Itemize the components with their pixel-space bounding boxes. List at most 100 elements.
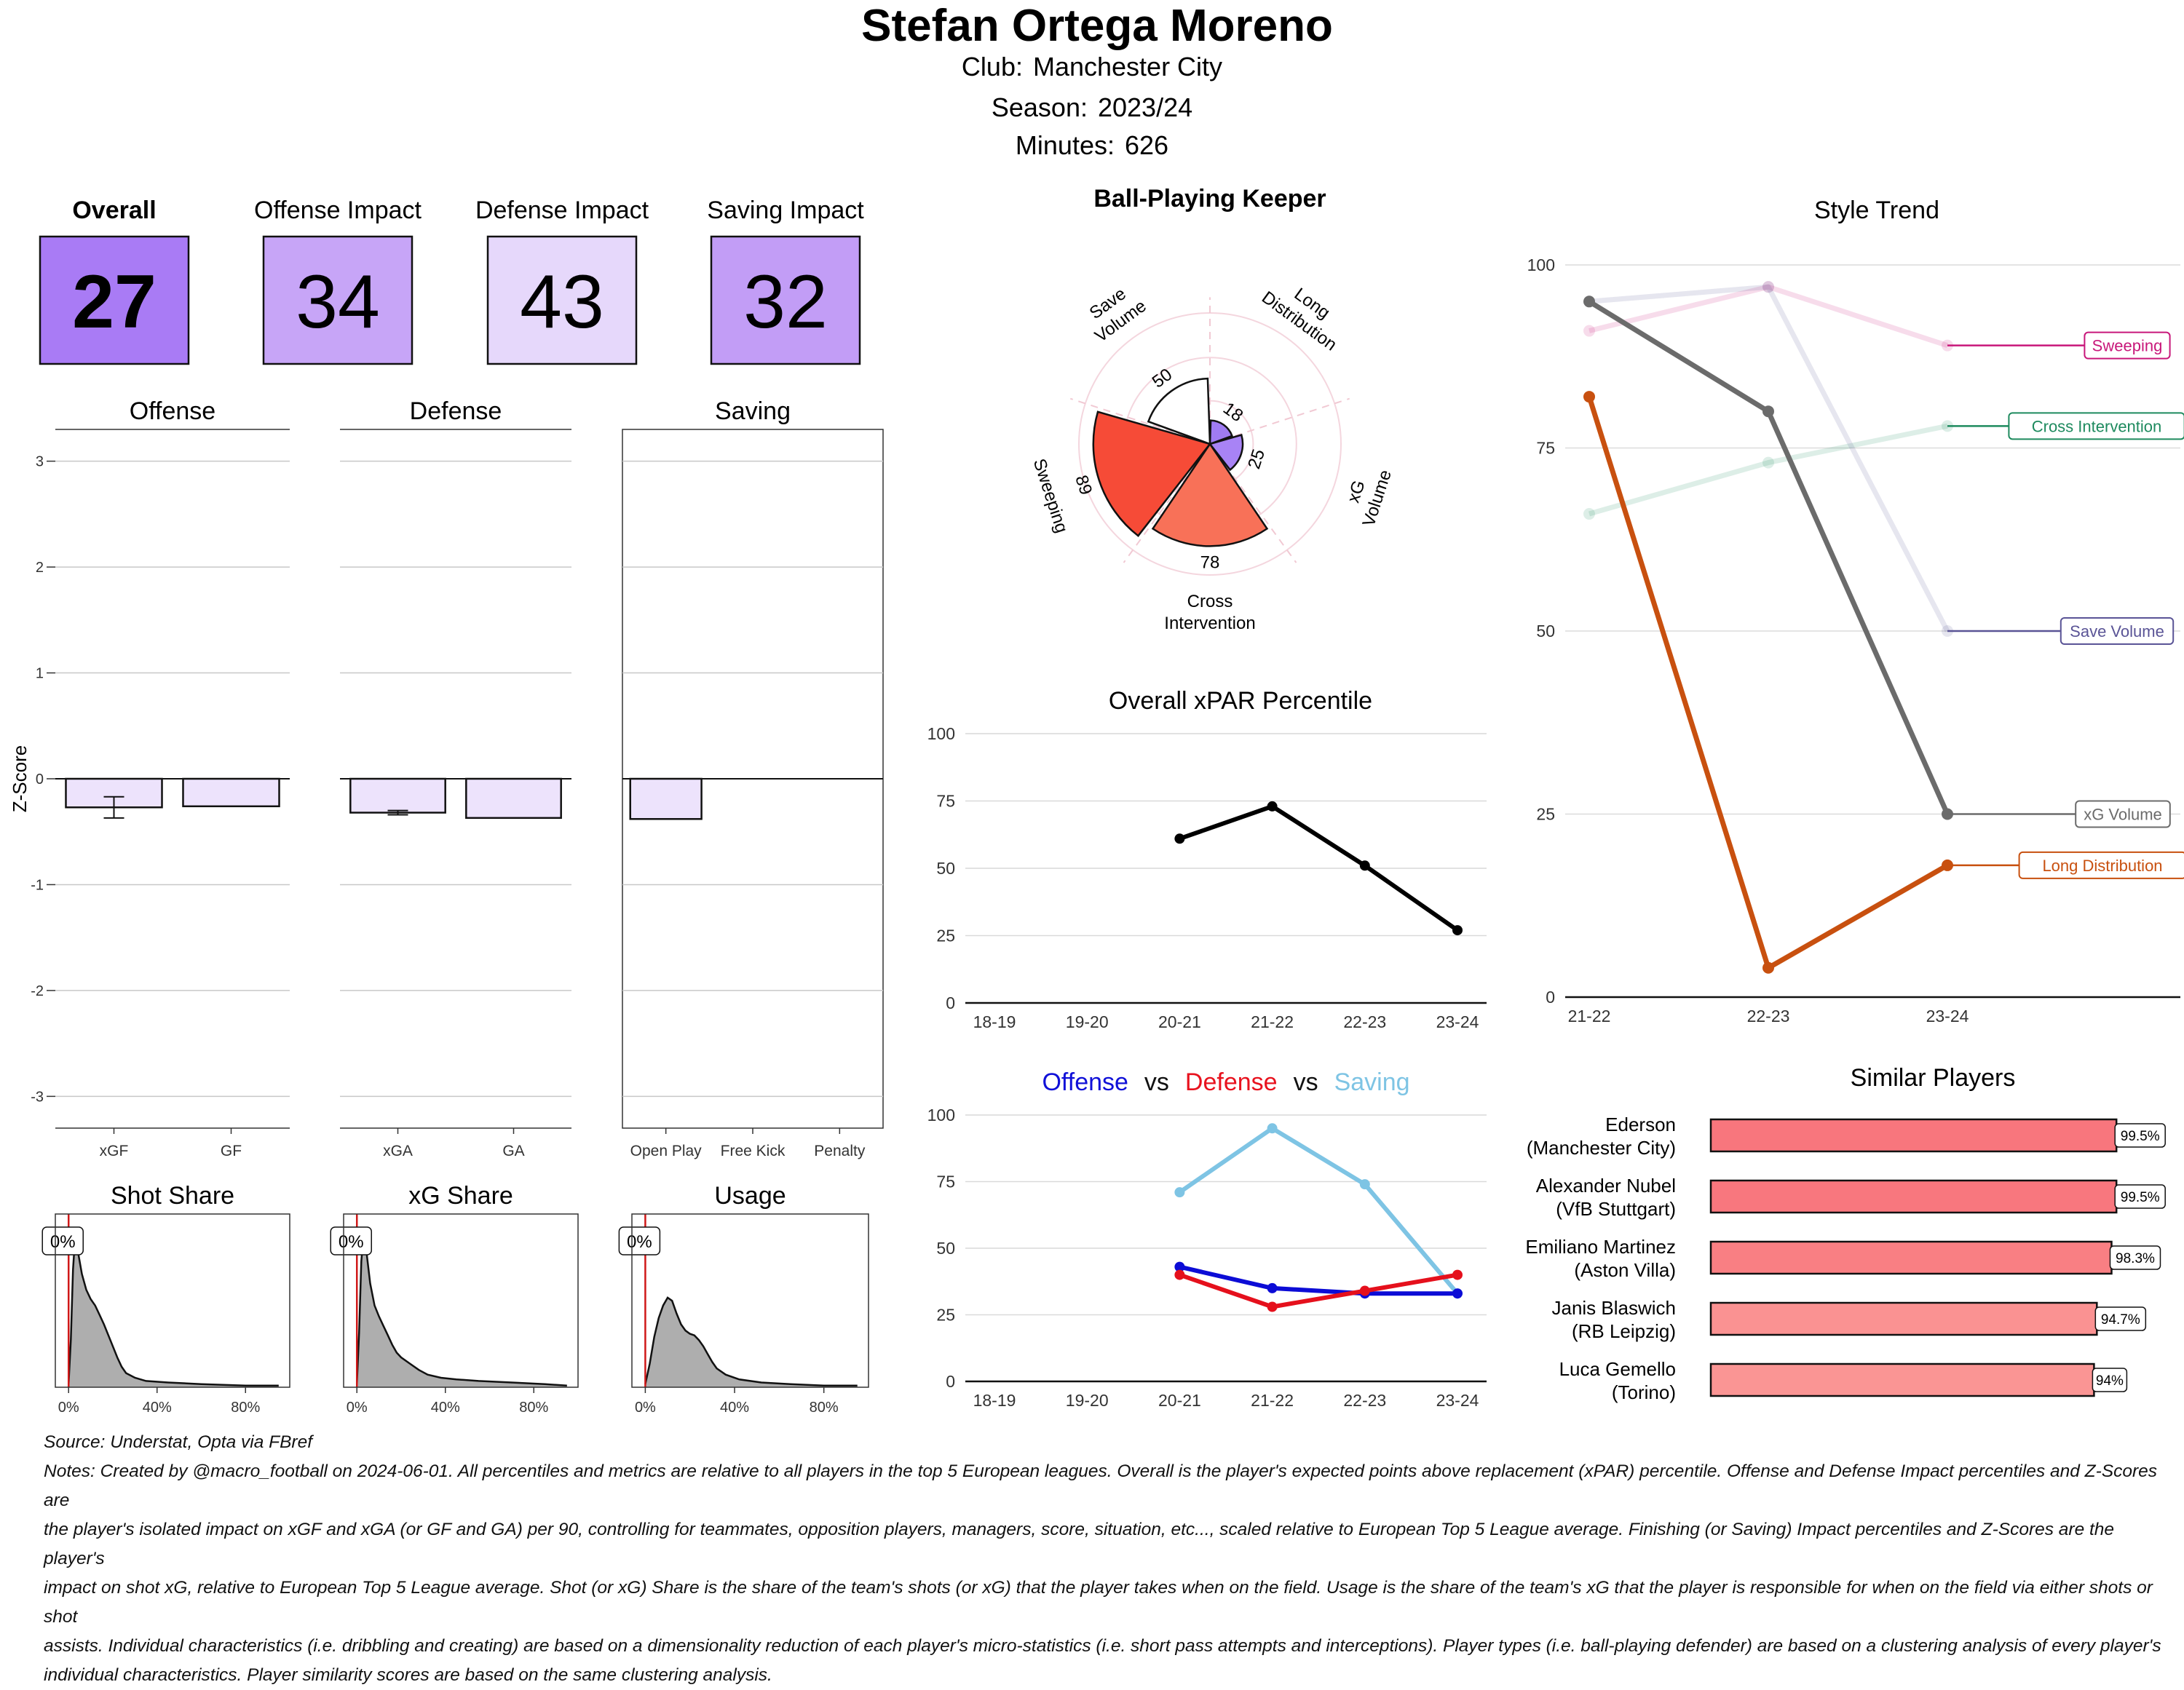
zscore-bar-ga	[465, 777, 562, 820]
similar-player-name: Alexander Nubel	[1536, 1175, 1676, 1197]
notes-line-2: the player's isolated impact on xGF and …	[44, 1520, 2115, 1568]
player-value-label: 0%	[50, 1232, 76, 1252]
xtick: 22-23	[1343, 1012, 1386, 1031]
trend-point	[1583, 391, 1595, 403]
zscore-ylabel: Z-Score	[9, 745, 31, 812]
minutes-value: 626	[1125, 130, 1168, 160]
similar-value-box	[2109, 1245, 2161, 1270]
club-line: Club: Manchester City	[962, 52, 1222, 82]
impact-tiles: Overall 27 Offense Impact 34 Defense Impact 4…	[39, 197, 864, 365]
zscore-ytick: 3	[36, 454, 44, 470]
tile-label: Defense Impact	[475, 197, 649, 224]
similar-player-name: Ederson	[1605, 1114, 1676, 1135]
series-point	[1174, 1261, 1185, 1272]
radar-spoke	[1209, 397, 1350, 445]
trend-label: Save Volume	[2070, 622, 2164, 640]
series-point	[1174, 1187, 1185, 1198]
title-part-saving: Saving	[1334, 1068, 1410, 1096]
dist-panel-frame	[55, 1213, 290, 1388]
similar-bar	[1709, 1240, 2113, 1275]
zscore-xtick: Free Kick	[721, 1143, 786, 1159]
similar-player-name: Luca Gemello	[1559, 1358, 1676, 1380]
tile-value: 34	[296, 260, 380, 344]
ytick: 75	[936, 1173, 955, 1191]
trend-title: Style Trend	[1814, 197, 1939, 224]
series-point	[1359, 860, 1370, 871]
trend-point	[1762, 281, 1774, 293]
radar-axis-label: Sweeping	[1029, 456, 1072, 536]
series-point	[1267, 801, 1278, 812]
density-area	[357, 1234, 567, 1387]
xpar-percentile-chart: Overall xPAR Percentile 100 75 50 25 0 18-19 19…	[927, 687, 1487, 1031]
dist-xtick: 80%	[231, 1400, 260, 1416]
zscore-bar-gf	[182, 777, 280, 808]
trend-line-save-volume	[1588, 284, 1950, 632]
line-chart-title: Overall xPAR Percentile	[1109, 687, 1372, 715]
ytick: 75	[936, 792, 955, 811]
series-point	[1174, 833, 1185, 844]
radar-value-label: 89	[1071, 473, 1096, 498]
title-part-vs: vs	[1144, 1068, 1169, 1096]
dist-xtick: 80%	[810, 1400, 839, 1416]
tile-label: Offense Impact	[254, 197, 422, 224]
similar-value-label: 99.5%	[2121, 1190, 2160, 1205]
title-part-offense: Offense	[1042, 1068, 1128, 1096]
radar-slice-long-distribution	[1208, 419, 1234, 445]
dist-xtick: 40%	[720, 1400, 749, 1416]
zscore-ytick: -3	[31, 1089, 44, 1105]
trend-line-sweeping	[1588, 284, 1949, 349]
ytick: 50	[936, 859, 955, 878]
series-point	[1452, 925, 1463, 936]
tile-box	[486, 235, 638, 365]
xtick: 23-24	[1436, 1012, 1479, 1031]
similar-value-box	[2094, 1306, 2147, 1331]
zscore-panel-defense: Defense xGA GA	[340, 397, 571, 1159]
dist-panel-xg-share: xG Share 0% 0% 40% 80%	[330, 1182, 579, 1416]
radar-spoke	[1069, 397, 1211, 445]
similar-players-chart: Similar Players Ederson(Manchester City) 9…	[1525, 1064, 2166, 1403]
trend-label-box	[2084, 331, 2171, 360]
source-line: Source: Understat, Opta via FBref	[44, 1432, 313, 1452]
trend-ytick: 100	[1527, 255, 1555, 274]
similar-value-box	[2092, 1368, 2128, 1392]
similar-player-club: (Torino)	[1612, 1381, 1676, 1403]
zscore-xtick: xGA	[383, 1143, 413, 1159]
similar-value-label: 98.3%	[2116, 1251, 2155, 1266]
ytick: 25	[936, 1306, 955, 1325]
similar-value-box	[2114, 1123, 2166, 1148]
trend-line-cross-intervention	[1588, 423, 1948, 517]
zscore-xtick: GF	[221, 1143, 242, 1159]
notes-line-4: assists. Individual characteristics (i.e…	[44, 1636, 2161, 1656]
radar-slice-save-volume	[1147, 377, 1211, 445]
zscore-xtick: GA	[502, 1143, 524, 1159]
radar-spoke	[1209, 443, 1297, 563]
dist-panel-shot-share: Shot Share 0% 0% 40% 80%	[41, 1182, 290, 1416]
notes-line-3: impact on shot xG, relative to European …	[44, 1578, 2153, 1627]
trend-line-xg-volume	[1588, 299, 1950, 815]
series-line-1	[1179, 1264, 1457, 1296]
style-trend-chart: Style Trend 100 75 50 25 0 21-22 22-23 23-24 Swee…	[1527, 197, 2184, 1025]
tile-box	[710, 235, 861, 365]
xtick: 20-21	[1158, 1391, 1201, 1410]
xtick: 18-19	[973, 1391, 1016, 1410]
series-point	[1267, 1282, 1278, 1293]
radar-value-label: 50	[1149, 365, 1176, 392]
series-point	[1452, 1269, 1463, 1280]
player-value-label-box	[618, 1226, 661, 1255]
tile-value: 43	[520, 260, 604, 344]
xtick: 18-19	[973, 1012, 1016, 1031]
zscore-panel-saving: Saving Open Play Free Kick Penalty	[622, 397, 884, 1159]
zscore-xtick: xGF	[100, 1143, 129, 1159]
trend-point	[1583, 325, 1595, 337]
trend-point	[1762, 405, 1774, 418]
dist-panel-title: xG Share	[408, 1182, 513, 1210]
tile-value: 27	[72, 260, 157, 344]
density-area	[645, 1297, 858, 1387]
trend-label-box	[2075, 800, 2171, 828]
xtick: 22-23	[1343, 1391, 1386, 1410]
radar-axis-label-line: Cross	[1187, 592, 1233, 611]
zscore-chart: Z-Score 3 2 1 0 -1 -2 -3 Offense xGF GF Defense xGA G…	[9, 397, 884, 1159]
trend-label-box	[2008, 412, 2184, 440]
zscore-ytick: 1	[36, 666, 44, 682]
